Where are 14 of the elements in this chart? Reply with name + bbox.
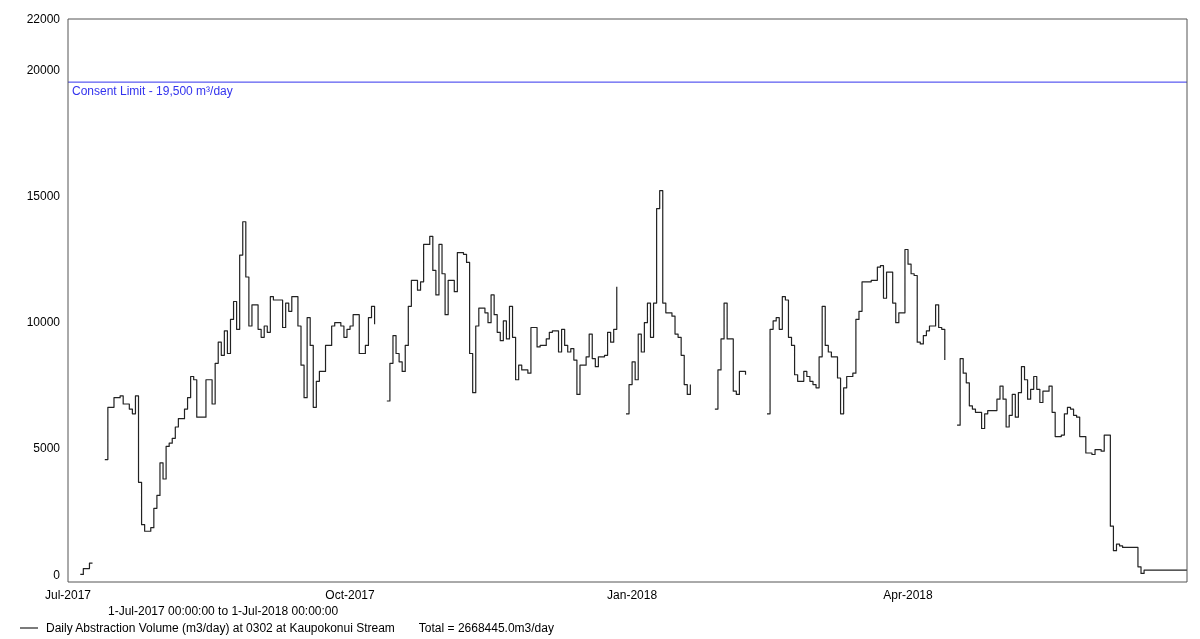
y-tick-label: 0 bbox=[53, 567, 61, 582]
y-tick-label: 22000 bbox=[26, 12, 61, 27]
text: Total = 2668445.0m3/day bbox=[418, 620, 554, 636]
text: 1-Jul-2017 00:00:00 to 1-Jul-2018 00:00:00 bbox=[107, 604, 340, 618]
y-tick-label: 20000 bbox=[26, 62, 61, 77]
x-tick-label: Oct-2017 bbox=[325, 587, 376, 602]
ref-line-label: Consent Limit - 19,500 m³/day bbox=[72, 83, 233, 98]
x-tick-label: Jul-2017 bbox=[44, 587, 92, 602]
x-tick-label: Apr-2018 bbox=[883, 587, 934, 602]
x-tick-label: Jan-2018 bbox=[607, 587, 658, 602]
y-tick-label: 5000 bbox=[33, 441, 61, 456]
y-tick-label: 10000 bbox=[26, 315, 61, 330]
y-tick-label: 15000 bbox=[26, 188, 61, 203]
legend-label: Daily Abstraction Volume (m3/day) at 0302 at Kaupokonui Stream bbox=[46, 620, 395, 636]
